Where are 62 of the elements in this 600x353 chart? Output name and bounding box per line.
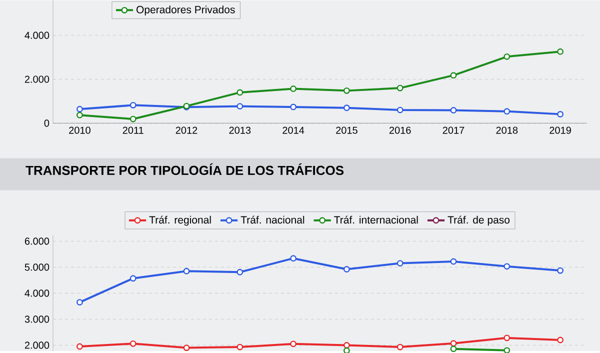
x-tick-label: 2010 — [69, 126, 90, 134]
y-tick-label: 2.000 — [24, 76, 50, 83]
y-tick-label: 4.000 — [24, 32, 50, 39]
y-tick-label: 6.000 — [24, 238, 50, 245]
x-tick-label: 2011 — [122, 126, 144, 134]
legend-label: Tráf. regional — [149, 216, 211, 226]
point — [450, 72, 457, 78]
y-tick-label: 3.000 — [24, 316, 50, 323]
point — [183, 344, 190, 351]
point — [344, 266, 350, 272]
point — [504, 263, 510, 270]
y-tick-label: 5.000 — [24, 264, 50, 271]
point — [130, 116, 136, 122]
point — [504, 108, 510, 114]
x-tick-label: 2017 — [442, 126, 464, 134]
point — [396, 106, 404, 114]
y-tick-label: 4.000 — [24, 290, 50, 297]
point — [450, 340, 457, 346]
point — [344, 87, 350, 94]
y-tick-label: 0 — [44, 120, 50, 127]
chart-title: TRANSPORTE POR TIPOLOGÍA DE LOS TRÁFICOS — [26, 163, 344, 175]
point — [557, 267, 564, 274]
y-tick-label: 2.000 — [24, 342, 50, 349]
point — [76, 298, 83, 306]
point — [76, 343, 83, 350]
point — [236, 268, 244, 276]
x-tick-label: 2013 — [229, 126, 251, 134]
point — [504, 53, 510, 60]
legend-label: Tráf. nacional — [240, 216, 304, 224]
point — [290, 85, 296, 92]
point — [290, 104, 296, 110]
point — [76, 112, 83, 118]
point — [396, 260, 404, 266]
point — [396, 84, 404, 92]
point — [557, 110, 564, 118]
point — [236, 102, 244, 110]
legend-label: Tráf. internacional — [334, 216, 418, 224]
x-tick-label: 2016 — [389, 126, 411, 134]
point — [450, 258, 457, 265]
point — [130, 275, 136, 282]
point — [450, 106, 457, 114]
point — [557, 48, 564, 55]
point — [130, 340, 136, 347]
point — [130, 102, 136, 108]
point — [396, 344, 404, 350]
legend-label: Tráf. de paso — [448, 216, 510, 226]
point — [183, 268, 190, 274]
point — [236, 344, 244, 350]
point — [290, 255, 296, 262]
point — [290, 340, 296, 347]
x-tick-label: 2012 — [176, 126, 198, 134]
point — [76, 106, 83, 112]
x-tick-label: 2019 — [550, 126, 571, 134]
point — [557, 336, 564, 344]
x-tick-label: 2015 — [336, 126, 358, 134]
point — [344, 104, 350, 111]
legend-label: Operadores Privados — [136, 6, 235, 16]
point — [236, 89, 244, 96]
x-tick-label: 2014 — [282, 126, 304, 134]
point — [504, 334, 510, 341]
point — [344, 342, 350, 348]
x-tick-label: 2018 — [496, 126, 518, 134]
